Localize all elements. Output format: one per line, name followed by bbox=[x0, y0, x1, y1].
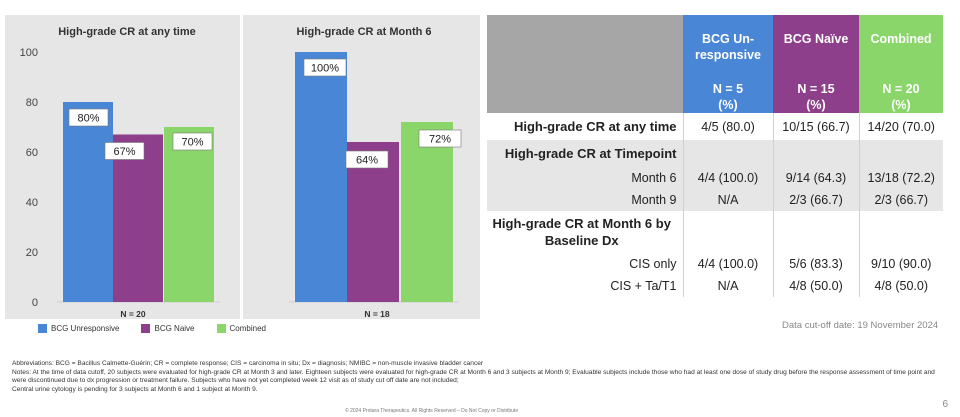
bar-combined bbox=[164, 127, 214, 302]
row-label: Month 6 bbox=[631, 171, 677, 185]
table-header-combined: Combined N = 20 (%) bbox=[859, 15, 943, 113]
column-unit: (%) bbox=[718, 98, 738, 112]
table-header-bcg-naive: BCG Naïve N = 15 (%) bbox=[773, 15, 859, 113]
legend-swatch-combined bbox=[216, 324, 226, 333]
bar-bcg-naive bbox=[347, 142, 399, 302]
copyright-notice: © 2024 Protara Therapeutics. All Rights … bbox=[345, 408, 519, 414]
y-tick-label: 20 bbox=[26, 247, 38, 259]
chart-n-label: N = 18 bbox=[364, 309, 390, 319]
table-row: CIS only 4/4 (100.0) 5/6 (83.3) 9/10 (90.0) bbox=[487, 253, 943, 275]
bar-bcg-unresponsive bbox=[295, 52, 347, 302]
cell-bcg-naive: 2/3 (66.7) bbox=[772, 189, 859, 211]
column-n: N = 20 bbox=[882, 82, 920, 96]
data-label: 72% bbox=[429, 134, 451, 146]
legend-label: BCG Naive bbox=[154, 324, 195, 333]
chart-month-6: High-grade CR at Month 6 100% 64% 72% N = 18 bbox=[289, 26, 462, 319]
cell-bcg-unresponsive: 4/5 (80.0) bbox=[682, 113, 773, 140]
cell-combined: 14/20 (70.0) bbox=[858, 113, 943, 140]
data-label-box bbox=[345, 150, 389, 169]
table-row: High-grade CR at any time 4/5 (80.0) 10/15… bbox=[487, 113, 943, 140]
data-label: 64% bbox=[356, 155, 378, 167]
cell-bcg-unresponsive: N/A bbox=[682, 275, 773, 297]
data-label-box bbox=[303, 58, 347, 77]
cell-bcg-unresponsive bbox=[682, 140, 773, 167]
cell-combined: 4/8 (50.0) bbox=[858, 275, 943, 297]
cell-bcg-naive bbox=[772, 211, 859, 253]
row-label: CIS + Ta/T1 bbox=[610, 279, 677, 293]
results-table: BCG Un-responsive N = 5 (%) BCG Naïve N … bbox=[487, 15, 943, 297]
table-row: High-grade CR at Month 6 by Baseline Dx bbox=[487, 211, 943, 253]
legend-swatch-bcg-unresponsive bbox=[38, 324, 47, 333]
chart-title: High-grade CR at Month 6 bbox=[296, 26, 431, 38]
table-row: CIS + Ta/T1 N/A 4/8 (50.0) 4/8 (50.0) bbox=[487, 275, 943, 297]
row-label: CIS only bbox=[629, 257, 677, 271]
data-label-box bbox=[172, 132, 213, 151]
cell-bcg-naive: 10/15 (66.7) bbox=[772, 113, 859, 140]
table-header-blank bbox=[487, 15, 683, 113]
data-label: 67% bbox=[113, 146, 135, 158]
data-label-box bbox=[104, 142, 145, 160]
cell-combined bbox=[858, 140, 943, 167]
column-unit: (%) bbox=[806, 98, 826, 112]
cell-bcg-unresponsive: 4/4 (100.0) bbox=[682, 167, 773, 189]
footnote-abbreviations: Abbreviations: BCG = Bacillus Calmette-G… bbox=[12, 360, 484, 367]
cell-bcg-naive: 4/8 (50.0) bbox=[772, 275, 859, 297]
column-n: N = 15 bbox=[797, 82, 835, 96]
chart-legend: BCG Unresponsive BCG Naive Combined bbox=[38, 324, 266, 333]
data-label-box bbox=[418, 129, 462, 148]
column-n: N = 5 bbox=[712, 82, 744, 96]
cell-combined: 9/10 (90.0) bbox=[858, 253, 943, 275]
bar-combined bbox=[401, 122, 453, 302]
bar-bcg-unresponsive bbox=[63, 102, 113, 302]
data-label-box bbox=[68, 108, 109, 127]
column-title: BCG Naïve bbox=[783, 32, 849, 46]
legend-item-combined: Combined bbox=[216, 324, 266, 333]
row-label: High-grade CR at any time bbox=[513, 119, 677, 134]
column-title: Combined bbox=[870, 32, 932, 46]
data-cutoff-date: Data cut-off date: 19 November 2024 bbox=[782, 320, 939, 331]
cell-combined: 2/3 (66.7) bbox=[858, 189, 943, 211]
row-label: High-grade CR at Timepoint bbox=[504, 146, 677, 161]
y-tick-label: 60 bbox=[26, 147, 38, 159]
chart-title: High-grade CR at any time bbox=[58, 26, 196, 38]
cell-bcg-unresponsive: 4/4 (100.0) bbox=[682, 253, 773, 275]
bar-bcg-naive bbox=[113, 134, 163, 302]
y-tick-label: 0 bbox=[32, 297, 38, 309]
table-row: High-grade CR at Timepoint bbox=[487, 140, 943, 167]
data-label: 70% bbox=[181, 137, 203, 149]
chart-n-label: N = 20 bbox=[120, 309, 146, 319]
footnote-notes: Notes: At the time of data cutoff, 20 su… bbox=[12, 368, 935, 385]
table-header-row: BCG Un-responsive N = 5 (%) BCG Naïve N … bbox=[487, 15, 943, 113]
cell-bcg-naive: 9/14 (64.3) bbox=[772, 167, 859, 189]
data-label: 80% bbox=[77, 113, 99, 125]
legend-item-bcg-naive: BCG Naive bbox=[141, 324, 195, 333]
cell-combined: 13/18 (72.2) bbox=[858, 167, 943, 189]
cell-combined bbox=[858, 211, 943, 253]
footnotes: Abbreviations: BCG = Bacillus Calmette-G… bbox=[12, 360, 942, 394]
cell-bcg-naive: 5/6 (83.3) bbox=[772, 253, 859, 275]
row-label: Month 9 bbox=[631, 193, 677, 207]
column-unit: (%) bbox=[891, 98, 911, 112]
legend-swatch-bcg-naive bbox=[141, 324, 151, 333]
cell-bcg-unresponsive bbox=[682, 211, 773, 253]
y-tick-label: 80 bbox=[26, 97, 38, 109]
legend-label: Combined bbox=[229, 324, 266, 333]
chart-any-time: High-grade CR at any time 0 20 40 60 80 100 80%… bbox=[20, 26, 220, 319]
table-header-bcg-unresponsive: BCG Un-responsive N = 5 (%) bbox=[683, 15, 773, 113]
legend-item-bcg-unresponsive: BCG Unresponsive bbox=[38, 324, 119, 333]
legend-label: BCG Unresponsive bbox=[51, 324, 120, 333]
row-label: High-grade CR at Month 6 by Baseline Dx bbox=[492, 216, 671, 248]
column-title: BCG Un-responsive bbox=[694, 32, 761, 62]
table-row: Month 6 4/4 (100.0) 9/14 (64.3) 13/18 (72.2… bbox=[487, 167, 943, 189]
table-row: Month 9 N/A 2/3 (66.7) 2/3 (66.7) bbox=[487, 189, 943, 211]
y-tick-label: 100 bbox=[20, 47, 38, 59]
data-label: 100% bbox=[311, 63, 339, 75]
y-tick-label: 40 bbox=[26, 197, 38, 209]
cell-bcg-unresponsive: N/A bbox=[682, 189, 773, 211]
cell-bcg-naive bbox=[772, 140, 859, 167]
page-number: 6 bbox=[942, 399, 948, 410]
footnote-cytology: Central urine cytology is pending for 3 … bbox=[12, 385, 258, 393]
